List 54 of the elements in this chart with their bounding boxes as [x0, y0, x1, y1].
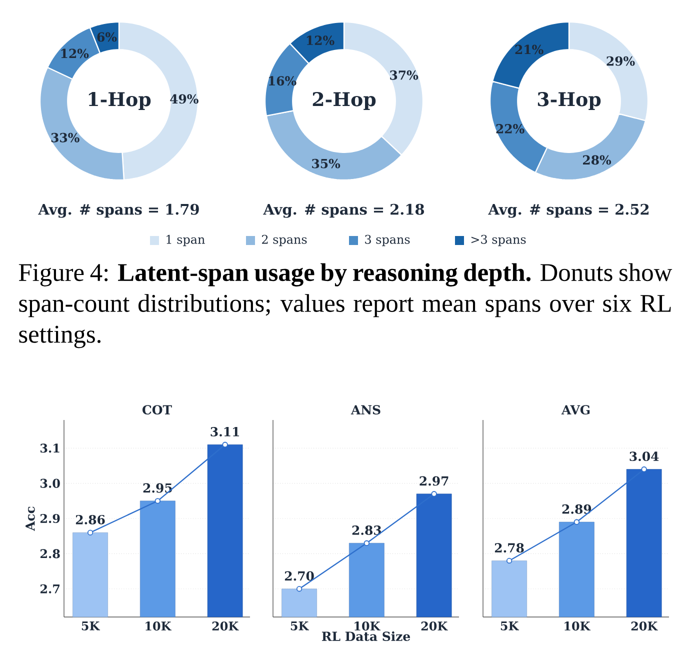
data-label: 35%	[312, 158, 340, 168]
x-tick-label: 10K	[564, 622, 591, 631]
x-tick-label: 20K	[212, 622, 239, 631]
y-tick-label: 3.1	[40, 444, 60, 453]
caption: Figure 4: Latent-span usage by reasoning depth. Donuts show span-count distributions; values report mean spans over six RL settings.	[18, 263, 672, 348]
data-label: 12%	[306, 36, 334, 46]
text: 3-Hop	[538, 92, 601, 110]
point	[154, 498, 161, 504]
legend-label: 3 spans	[365, 234, 410, 246]
data-label: 2.70	[284, 571, 314, 581]
y-axis-title: Acc	[26, 506, 35, 532]
text: 2-Hop	[312, 92, 376, 110]
data-label: 2.86	[76, 514, 105, 524]
data-label: 22%	[496, 124, 524, 134]
x-axis-title: RL Data Size	[322, 631, 410, 642]
data-label: 3.11	[210, 427, 239, 436]
x-tick-label: 5K	[82, 622, 100, 630]
data-label: 49%	[170, 94, 198, 104]
data-label: 28%	[583, 155, 612, 165]
data-label: 37%	[390, 70, 418, 80]
x-tick-label: 20K	[631, 622, 658, 631]
data-label: 21%	[515, 44, 544, 54]
text: Avg. # spans = 1.79	[38, 204, 199, 218]
y-tick-label: 2.8	[40, 549, 60, 558]
chart-title: COT	[142, 405, 172, 415]
data-label: 2.89	[562, 504, 592, 514]
legend-label: 1 span	[166, 234, 205, 246]
text: Avg. # spans = 2.18	[263, 204, 424, 218]
data-label: 29%	[606, 56, 635, 66]
chart-title: ANS	[350, 405, 380, 415]
text: Avg. # spans = 2.52	[488, 204, 648, 218]
chart-title: AVG	[561, 405, 590, 415]
y-tick-label: 2.7	[40, 584, 60, 594]
y-tick-label: 3.0	[40, 478, 60, 488]
data-label: 6%	[97, 32, 117, 42]
x-tick-label: 5K	[290, 622, 309, 630]
x-tick-label: 10K	[146, 622, 172, 631]
data-label: 2.95	[143, 483, 172, 493]
legend-label: 2 spans	[262, 234, 307, 246]
data-label: 12%	[61, 48, 89, 58]
data-label: 16%	[268, 76, 296, 86]
data-label: 2.97	[420, 476, 448, 486]
x-tick-label: 5K	[500, 622, 520, 630]
x-tick-label: 20K	[421, 622, 448, 631]
data-label: 3.04	[630, 452, 659, 462]
data-label: 2.83	[352, 526, 382, 535]
point	[222, 442, 228, 448]
point	[87, 530, 94, 536]
text: 1-Hop	[88, 92, 151, 110]
legend-label: >3 spans	[471, 234, 526, 246]
x-tick-label: 10K	[354, 622, 381, 631]
y-tick-label: 2.9	[40, 514, 60, 524]
data-label: 2.78	[494, 543, 524, 553]
data-label: 33%	[51, 132, 80, 142]
